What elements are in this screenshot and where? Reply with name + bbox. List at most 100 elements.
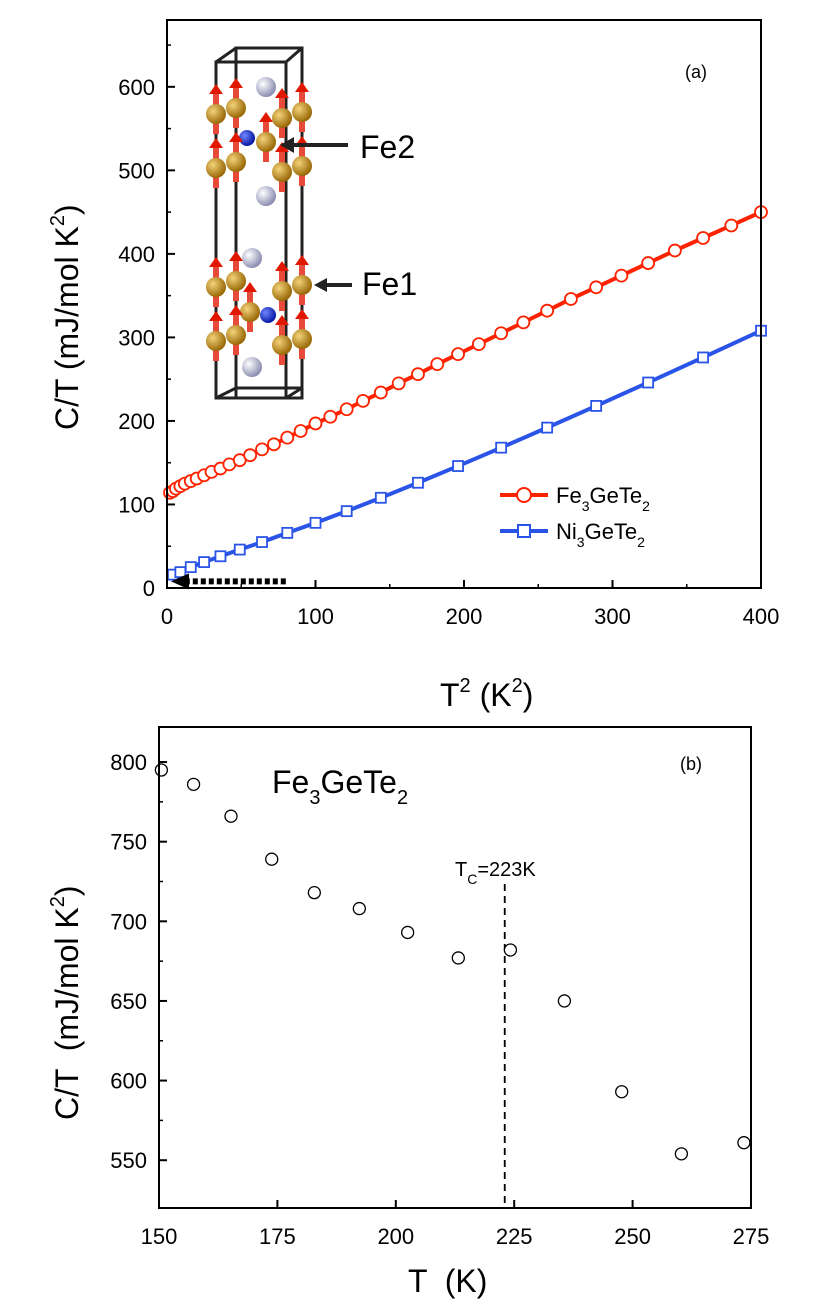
unit-cell-frame	[214, 46, 304, 400]
data-point	[452, 460, 464, 472]
dotted-arrow-head	[171, 573, 189, 590]
panel-a-legend: Fe3GeTe2 Ni3GeTe2	[500, 483, 650, 550]
data-point	[323, 409, 338, 424]
data-point	[737, 1136, 751, 1150]
data-point	[374, 491, 387, 504]
data-point	[186, 777, 201, 791]
spin-arrow-head	[229, 132, 243, 142]
data-point	[307, 885, 321, 900]
panel-b-ticks: 150 175 200 225 250 275 550 600 650 700 750 800	[110, 750, 769, 1249]
panel-b-xtick-label: 225	[496, 1224, 533, 1249]
data-point	[540, 303, 555, 318]
fe-atom	[206, 158, 226, 178]
data-point	[280, 430, 295, 445]
panel-b-series	[154, 763, 751, 1161]
panel-b-title: Fe3GeTe2	[272, 764, 408, 809]
panel-a-xtick-label: 300	[594, 604, 631, 629]
panel-b: 150 175 200 225 250 275 550 600 650 700 750 800 (b)…	[47, 726, 769, 1299]
spin-arrow-head	[295, 255, 309, 265]
data-point	[615, 1085, 629, 1099]
panel-b-label: (b)	[680, 754, 702, 774]
panel-a-xtick-label: 100	[297, 604, 334, 629]
data-point	[198, 556, 211, 569]
data-point	[356, 393, 370, 408]
data-point	[451, 347, 465, 362]
panel-a: 0 100 200 300 400 0 100 200 300 400 500 600 Fe2 Fe1	[47, 19, 780, 713]
panel-a-ytick-label: 200	[118, 409, 155, 434]
data-point	[184, 561, 197, 574]
data-point	[373, 385, 388, 400]
fe-atom	[292, 275, 312, 295]
te-atom	[239, 130, 255, 146]
data-point	[590, 400, 603, 412]
panel-a-xlabel: T2 (K2)	[440, 675, 533, 713]
data-point	[391, 376, 406, 391]
ge-atom	[256, 186, 276, 206]
data-point	[541, 421, 554, 434]
panel-a-xtick-label: 0	[161, 604, 173, 629]
panel-b-ytick-label: 550	[110, 1148, 147, 1173]
data-point	[233, 543, 246, 556]
fe-atom	[272, 162, 292, 182]
ge-atom	[242, 248, 262, 268]
spin-arrow-head	[295, 82, 309, 92]
fe-atom	[292, 329, 312, 349]
fe-atom	[226, 98, 246, 118]
panel-a-ytick-label: 0	[143, 576, 155, 601]
data-point	[503, 943, 518, 957]
data-point	[154, 763, 169, 777]
data-point	[641, 256, 656, 270]
ge-atom	[256, 77, 276, 97]
data-point	[494, 326, 509, 341]
data-point	[667, 243, 682, 258]
data-point	[339, 402, 354, 417]
panel-b-xtick-label: 275	[733, 1224, 770, 1249]
data-point	[642, 376, 655, 389]
fe-atom	[206, 331, 226, 351]
fe2-arrow	[280, 137, 348, 153]
data-point	[243, 448, 258, 463]
tc-label: TC=223K	[455, 859, 536, 887]
panel-b-ytick-label: 800	[110, 750, 147, 775]
data-point	[697, 351, 709, 364]
data-point	[255, 442, 269, 457]
crystal-structure-inset: Fe2 Fe1	[206, 46, 417, 400]
data-point	[352, 901, 366, 916]
fe-atom	[272, 108, 292, 128]
fe-atom	[206, 277, 226, 297]
spin-arrow-head	[209, 84, 223, 94]
data-point	[281, 526, 294, 539]
ge-atom	[242, 357, 262, 377]
fe-atom	[292, 102, 312, 122]
data-point	[430, 357, 445, 372]
panel-b-ytick-label: 750	[110, 830, 147, 855]
panel-b-ytick-label: 700	[110, 909, 147, 934]
data-point	[340, 505, 353, 518]
fe-atom	[226, 152, 246, 172]
panel-b-frame	[158, 726, 752, 1209]
panel-a-ytick-label: 400	[118, 242, 155, 267]
te-atom	[260, 307, 276, 323]
panel-a-ytick-label: 300	[118, 325, 155, 350]
data-point	[557, 994, 572, 1008]
data-point	[674, 1147, 689, 1161]
data-point	[696, 231, 710, 245]
spin-arrow-head	[275, 315, 289, 325]
spin-arrow-head	[259, 112, 273, 122]
spin-arrow-head	[209, 138, 223, 148]
panel-a-xtick-label: 400	[743, 604, 780, 629]
fe-atom	[226, 271, 246, 291]
panel-a-ytick-label: 500	[118, 158, 155, 183]
panel-b-ylabel: C/T (mJ/mol K2)	[47, 885, 85, 1120]
data-point	[471, 337, 486, 351]
spin-arrow-head	[209, 311, 223, 321]
panel-a-label: (a)	[685, 62, 707, 82]
fe1-arrow	[314, 278, 352, 292]
panel-a-ylabel: C/T (mJ/mol K2)	[47, 204, 85, 430]
panel-a-xtick-label: 200	[446, 604, 483, 629]
data-point	[724, 218, 739, 233]
panel-a-ytick-label: 100	[118, 492, 155, 517]
spin-arrow-head	[243, 282, 257, 292]
fe-atom	[256, 132, 276, 152]
